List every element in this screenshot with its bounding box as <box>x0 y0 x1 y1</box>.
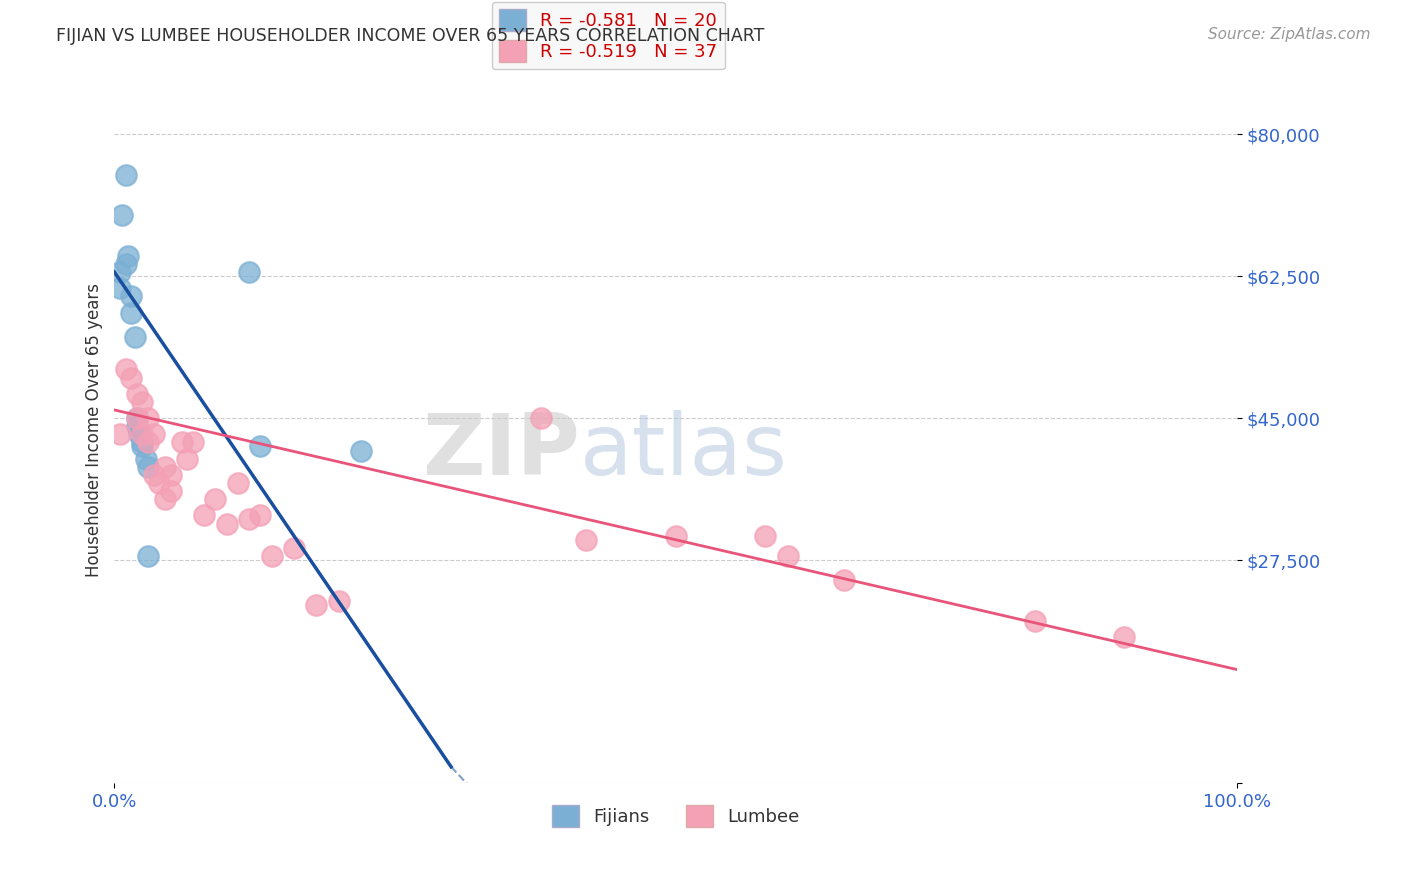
Point <box>305 598 328 612</box>
Point <box>1024 614 1046 628</box>
Point <box>125 411 148 425</box>
Point <box>111 208 134 222</box>
Text: atlas: atlas <box>581 410 789 493</box>
Point <box>176 451 198 466</box>
Point <box>117 249 139 263</box>
Point <box>114 257 136 271</box>
Point <box>148 475 170 490</box>
Point <box>136 411 159 425</box>
Point <box>114 168 136 182</box>
Point <box>159 467 181 482</box>
Legend: Fijians, Lumbee: Fijians, Lumbee <box>544 797 807 834</box>
Point <box>832 574 855 588</box>
Point <box>204 492 226 507</box>
Point <box>1114 630 1136 644</box>
Point <box>136 459 159 474</box>
Point <box>193 508 215 523</box>
Point <box>153 459 176 474</box>
Point <box>136 435 159 450</box>
Point <box>170 435 193 450</box>
Text: ZIP: ZIP <box>422 410 581 493</box>
Point <box>142 427 165 442</box>
Point <box>120 289 142 303</box>
Point <box>328 593 350 607</box>
Point <box>128 427 150 442</box>
Y-axis label: Householder Income Over 65 years: Householder Income Over 65 years <box>86 284 103 577</box>
Point <box>136 549 159 563</box>
Point <box>124 330 146 344</box>
Point <box>664 529 686 543</box>
Point <box>125 386 148 401</box>
Point <box>108 427 131 442</box>
Point <box>135 451 157 466</box>
Point <box>114 362 136 376</box>
Point <box>350 443 373 458</box>
Point <box>215 516 238 531</box>
Point <box>131 427 153 442</box>
Point <box>754 529 776 543</box>
Point <box>131 440 153 454</box>
Point <box>226 475 249 490</box>
Point <box>283 541 305 555</box>
Point <box>575 533 598 547</box>
Point <box>125 411 148 425</box>
Point <box>108 265 131 279</box>
Point <box>238 512 260 526</box>
Point <box>108 281 131 295</box>
Point <box>530 411 553 425</box>
Point <box>181 435 204 450</box>
Point <box>153 492 176 507</box>
Point <box>131 395 153 409</box>
Point <box>120 370 142 384</box>
Text: Source: ZipAtlas.com: Source: ZipAtlas.com <box>1208 27 1371 42</box>
Point <box>249 440 271 454</box>
Point <box>776 549 799 563</box>
Point <box>142 467 165 482</box>
Point <box>260 549 283 563</box>
Point <box>125 419 148 434</box>
Point <box>120 305 142 319</box>
Point <box>159 484 181 499</box>
Point <box>249 508 271 523</box>
Point <box>238 265 260 279</box>
Point <box>131 435 153 450</box>
Text: FIJIAN VS LUMBEE HOUSEHOLDER INCOME OVER 65 YEARS CORRELATION CHART: FIJIAN VS LUMBEE HOUSEHOLDER INCOME OVER… <box>56 27 765 45</box>
